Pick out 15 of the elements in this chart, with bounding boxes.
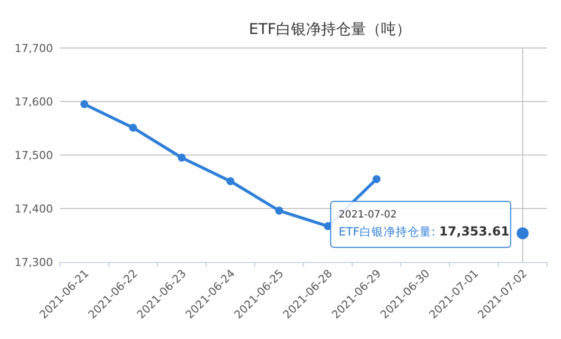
tooltip: 2021-07-02 ETF白银净持仓量: 17,353.61 [330, 200, 512, 248]
y-tick-label: 17,700 [14, 42, 53, 55]
annotation: ETF白银净持仓量: 17,353.61 [338, 223, 510, 238]
point [226, 177, 234, 186]
y-tick-label: 17,300 [14, 256, 53, 269]
y-tick-label: 17,600 [14, 96, 53, 108]
annotation: 2021-07-02 [338, 209, 397, 220]
y-tick-label: 17,400 [14, 202, 53, 216]
point [80, 100, 88, 108]
y-tick-label: 17,500 [14, 149, 53, 162]
point [372, 175, 381, 184]
point [178, 154, 186, 162]
chart-title: ETF白银净持仓量（吨） [248, 20, 412, 38]
point [129, 124, 138, 132]
point [275, 206, 284, 215]
